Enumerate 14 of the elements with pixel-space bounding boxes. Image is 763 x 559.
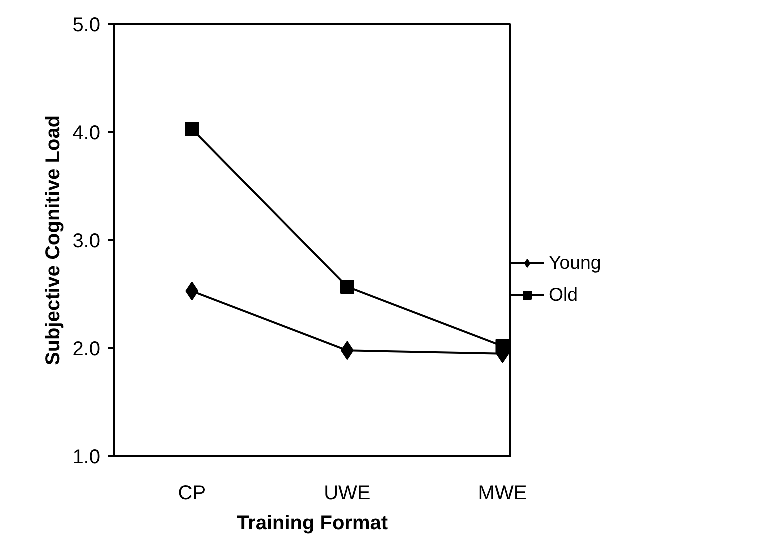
x-tick-label: UWE	[324, 482, 371, 504]
y-tick-label: 1.0	[72, 446, 101, 468]
x-tick-label: CP	[178, 482, 206, 504]
legend-label: Old	[549, 284, 578, 306]
y-tick-label: 5.0	[72, 14, 101, 36]
y-tick-label: 3.0	[72, 230, 101, 252]
y-tick-label: 2.0	[72, 338, 101, 360]
y-axis-title: Subjective Cognitive Load	[42, 115, 65, 366]
x-tick-label: MWE	[478, 482, 528, 504]
point	[340, 280, 354, 294]
legend-label: Young	[549, 252, 602, 274]
point	[185, 122, 200, 136]
x-axis-title: Training Format	[236, 512, 388, 534]
y-tick-label: 4.0	[72, 122, 101, 144]
